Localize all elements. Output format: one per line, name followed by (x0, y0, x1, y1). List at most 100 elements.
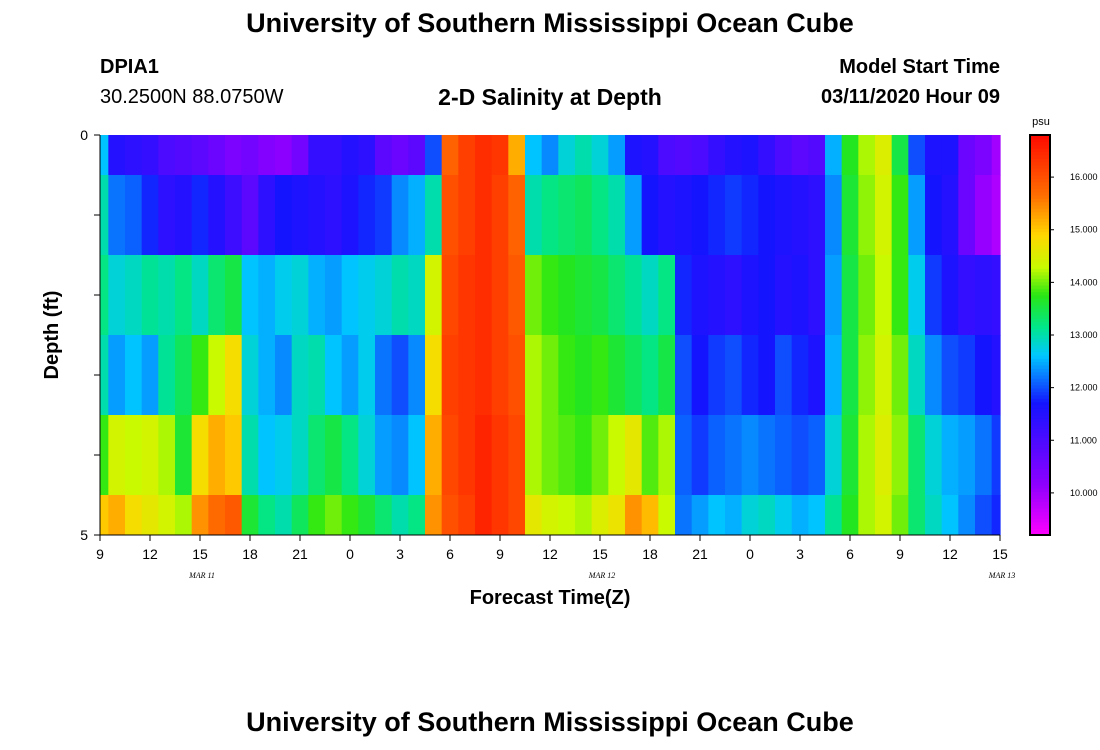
heatmap-cell (291, 335, 309, 416)
colorbar-segment (1030, 338, 1050, 343)
heatmap-cell (308, 135, 326, 176)
heatmap-cell (491, 495, 509, 536)
heatmap-cell (891, 415, 909, 496)
colorbar-segment (1030, 458, 1050, 463)
heatmap-cell (125, 415, 143, 496)
heatmap-cell (141, 415, 159, 496)
heatmap-cell (725, 175, 743, 256)
colorbar-segment (1030, 348, 1050, 353)
heatmap-cell (725, 335, 743, 416)
heatmap-cell (675, 335, 693, 416)
heatmap-cell (625, 255, 643, 336)
heatmap-cell (958, 175, 976, 256)
heatmap-cell (625, 415, 643, 496)
heatmap-cell (358, 255, 376, 336)
colorbar-segment (1030, 265, 1050, 269)
colorbar-segment (1030, 455, 1050, 459)
heatmap-cell (991, 335, 1001, 416)
heatmap-cell (341, 495, 359, 536)
colorbar-tick-label: 13.000 (1070, 330, 1098, 340)
heatmap-cell (158, 335, 176, 416)
colorbar-segment (1030, 388, 1050, 393)
x-tick-label: 9 (96, 546, 104, 562)
colorbar-segment (1030, 185, 1050, 189)
heatmap-cell (391, 415, 409, 496)
colorbar-segment (1030, 498, 1050, 503)
heatmap-cell (141, 175, 159, 256)
heatmap-cell (541, 255, 559, 336)
colorbar-segment (1030, 488, 1050, 493)
x-tick-label: 18 (242, 546, 258, 562)
heatmap-cell (825, 175, 843, 256)
heatmap-cell (375, 415, 393, 496)
heatmap-cell (725, 415, 743, 496)
heatmap-cell (575, 415, 593, 496)
heatmap-cell (258, 415, 276, 496)
colorbar-segment (1030, 448, 1050, 453)
heatmap-cell (825, 415, 843, 496)
page-title: University of Southern Mississippi Ocean… (246, 8, 854, 38)
heatmap-cell (475, 335, 493, 416)
heatmap-cell (558, 335, 576, 416)
heatmap-cell (108, 335, 126, 416)
heatmap-cell (991, 495, 1001, 536)
x-tick-label: 12 (142, 546, 158, 562)
heatmap-cell (891, 175, 909, 256)
heatmap-cell (408, 255, 426, 336)
heatmap-cell (341, 135, 359, 176)
heatmap-cell (391, 175, 409, 256)
model-start-label: Model Start Time (839, 56, 1000, 78)
heatmap-cell (508, 175, 526, 256)
colorbar-segment (1030, 431, 1050, 436)
colorbar-segment (1030, 451, 1050, 456)
heatmap-cell (275, 135, 293, 176)
heatmap-cell (675, 175, 693, 256)
heatmap-cell (958, 335, 976, 416)
colorbar-segment (1030, 245, 1050, 249)
colorbar-segment (1030, 515, 1050, 519)
colorbar-segment (1030, 511, 1050, 516)
heatmap-cell (341, 255, 359, 336)
heatmap-cell (441, 335, 459, 416)
heatmap-cell (341, 335, 359, 416)
heatmap-cell (408, 415, 426, 496)
heatmap-cell (608, 255, 626, 336)
heatmap-cell (108, 135, 126, 176)
heatmap-cell (841, 335, 859, 416)
heatmap-cell (158, 495, 176, 536)
heatmap-cell (991, 255, 1001, 336)
heatmap-cell (491, 335, 509, 416)
heatmap-cell (525, 415, 543, 496)
heatmap-cell (225, 175, 243, 256)
colorbar-segment (1030, 211, 1050, 216)
heatmap-cell (558, 415, 576, 496)
heatmap-cell (891, 335, 909, 416)
heatmap-cell (558, 175, 576, 256)
heatmap-cell (975, 335, 993, 416)
heatmap-cell (775, 135, 793, 176)
heatmap-cell (541, 335, 559, 416)
heatmap-cell (858, 255, 876, 336)
colorbar-segment (1030, 298, 1050, 303)
heatmap-cell (908, 255, 926, 336)
heatmap-cell (758, 135, 776, 176)
heatmap-cell (308, 495, 326, 536)
heatmap-cell (725, 135, 743, 176)
heatmap-cell (808, 335, 826, 416)
x-tick-label: 9 (896, 546, 904, 562)
x-tick-label: 0 (346, 546, 354, 562)
heatmap-cell (708, 255, 726, 336)
colorbar-segment (1030, 435, 1050, 439)
heatmap-cell (558, 255, 576, 336)
colorbar-segment (1030, 201, 1050, 206)
colorbar-segment (1030, 481, 1050, 486)
heatmap-cell (791, 335, 809, 416)
heatmap-cell (558, 495, 576, 536)
heatmap-cell (391, 255, 409, 336)
heatmap-cell (875, 175, 893, 256)
heatmap-cell (741, 495, 759, 536)
heatmap-cell (241, 495, 259, 536)
heatmap-cell (941, 495, 959, 536)
colorbar-segment (1030, 461, 1050, 466)
heatmap-cell (825, 135, 843, 176)
